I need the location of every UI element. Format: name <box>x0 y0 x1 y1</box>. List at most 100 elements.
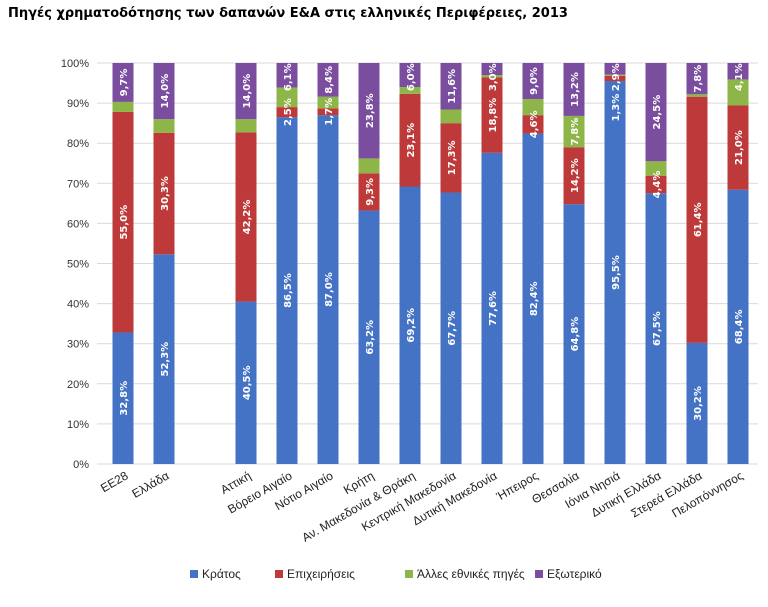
bar-segment <box>153 132 175 255</box>
data-label: 23,1% <box>406 123 417 158</box>
bar-segment <box>399 87 421 94</box>
bar-segment <box>563 115 585 148</box>
data-label: 4,4% <box>652 171 663 199</box>
bar-segment <box>686 342 708 464</box>
bar-segment <box>235 132 257 302</box>
y-tick-label: 0% <box>73 459 89 471</box>
data-label: 6,1% <box>283 63 294 91</box>
bar-segment <box>358 210 380 464</box>
bar-segment <box>112 111 134 333</box>
bar-segment <box>153 119 175 133</box>
bar-segment <box>235 63 257 120</box>
data-label: 18,8% <box>488 98 499 133</box>
data-label: 61,4% <box>693 202 704 237</box>
bar-segment <box>112 332 134 464</box>
y-tick-label: 10% <box>67 419 89 431</box>
data-label: 17,3% <box>447 140 458 175</box>
y-tick-label: 90% <box>67 98 89 110</box>
bar-segment <box>440 192 462 464</box>
y-tick-label: 80% <box>67 138 89 150</box>
data-label: 64,8% <box>570 317 581 352</box>
data-label: 9,7% <box>119 69 130 97</box>
bar-segment <box>481 152 503 464</box>
y-tick-label: 30% <box>67 339 89 351</box>
data-label: 68,4% <box>734 310 745 345</box>
y-tick-label: 20% <box>67 379 89 391</box>
bar-segment <box>522 133 544 465</box>
bar-segment <box>522 115 544 134</box>
bar-segment <box>727 105 749 190</box>
bar-segment <box>440 109 462 124</box>
legend-label: Επιχειρήσεις <box>287 567 355 581</box>
bar-segment <box>153 254 175 464</box>
data-label: 8,4% <box>324 66 335 94</box>
bar-segment <box>276 107 298 118</box>
bar-segment <box>522 63 544 100</box>
data-label: 52,3% <box>160 342 171 377</box>
bar-segment <box>358 173 380 211</box>
bar-segment <box>481 63 503 76</box>
data-label: 6,0% <box>406 63 417 91</box>
data-label: 21,0% <box>734 130 745 165</box>
data-label: 2,5% <box>283 98 294 126</box>
data-label: 30,3% <box>160 176 171 211</box>
bar-segment <box>358 63 380 159</box>
bar-segment <box>522 99 544 116</box>
legend-swatch <box>190 570 198 578</box>
bar-segment <box>358 158 380 174</box>
bar-segment <box>727 189 749 464</box>
bar-segment <box>235 119 257 133</box>
data-label: 95,5% <box>611 255 622 290</box>
bar-segment <box>645 193 667 464</box>
legend-label: Κράτος <box>202 567 241 581</box>
data-label: 42,2% <box>242 200 253 235</box>
bar-segment <box>563 204 585 465</box>
data-label: 14,2% <box>570 158 581 193</box>
bar-segment <box>604 75 626 82</box>
bar-segment <box>317 63 339 97</box>
bar-segment <box>440 63 462 110</box>
data-label: 9,0% <box>529 67 540 95</box>
bar-segment <box>563 147 585 205</box>
data-label: 32,8% <box>119 381 130 416</box>
data-label: 87,0% <box>324 272 335 307</box>
data-label: 67,7% <box>447 311 458 346</box>
y-tick-label: 60% <box>67 218 89 230</box>
bar-segment <box>399 186 421 464</box>
data-label: 13,2% <box>570 72 581 107</box>
data-label: 1,7% <box>324 98 335 126</box>
data-label: 4,1% <box>734 63 745 91</box>
y-tick-label: 100% <box>61 58 89 70</box>
data-label: 7,8% <box>693 65 704 93</box>
bar-segment <box>727 79 749 106</box>
data-label: 30,2% <box>693 386 704 421</box>
bar-segment <box>235 301 257 464</box>
bar-segment <box>276 87 298 108</box>
bar-segment <box>645 161 667 176</box>
x-tick-label: ΕΕ28 <box>98 468 131 495</box>
legend-swatch <box>405 570 413 578</box>
y-tick-label: 50% <box>67 259 89 271</box>
bar-segment <box>440 123 462 193</box>
bar-segment <box>481 75 503 78</box>
bar-segment <box>686 94 708 97</box>
bar-segment <box>317 108 339 116</box>
x-tick-label: Πελοπόννησος <box>669 468 745 520</box>
bar-segment <box>686 63 708 95</box>
data-label: 86,5% <box>283 273 294 308</box>
data-label: 2,9% <box>611 63 622 91</box>
data-label: 7,8% <box>570 118 581 146</box>
bar-segment <box>686 96 708 343</box>
bar-segment <box>727 63 749 80</box>
bar-segment <box>604 81 626 465</box>
bar-segment <box>604 63 626 75</box>
data-label: 11,6% <box>447 69 458 104</box>
data-label: 14,0% <box>160 74 171 109</box>
data-label: 63,2% <box>365 320 376 355</box>
legend-label: Εξωτερικό <box>547 567 602 581</box>
bar-segment <box>317 115 339 464</box>
data-label: 77,6% <box>488 291 499 326</box>
bar-segment <box>399 93 421 187</box>
bar-segment <box>645 175 667 194</box>
data-label: 24,5% <box>652 95 663 130</box>
